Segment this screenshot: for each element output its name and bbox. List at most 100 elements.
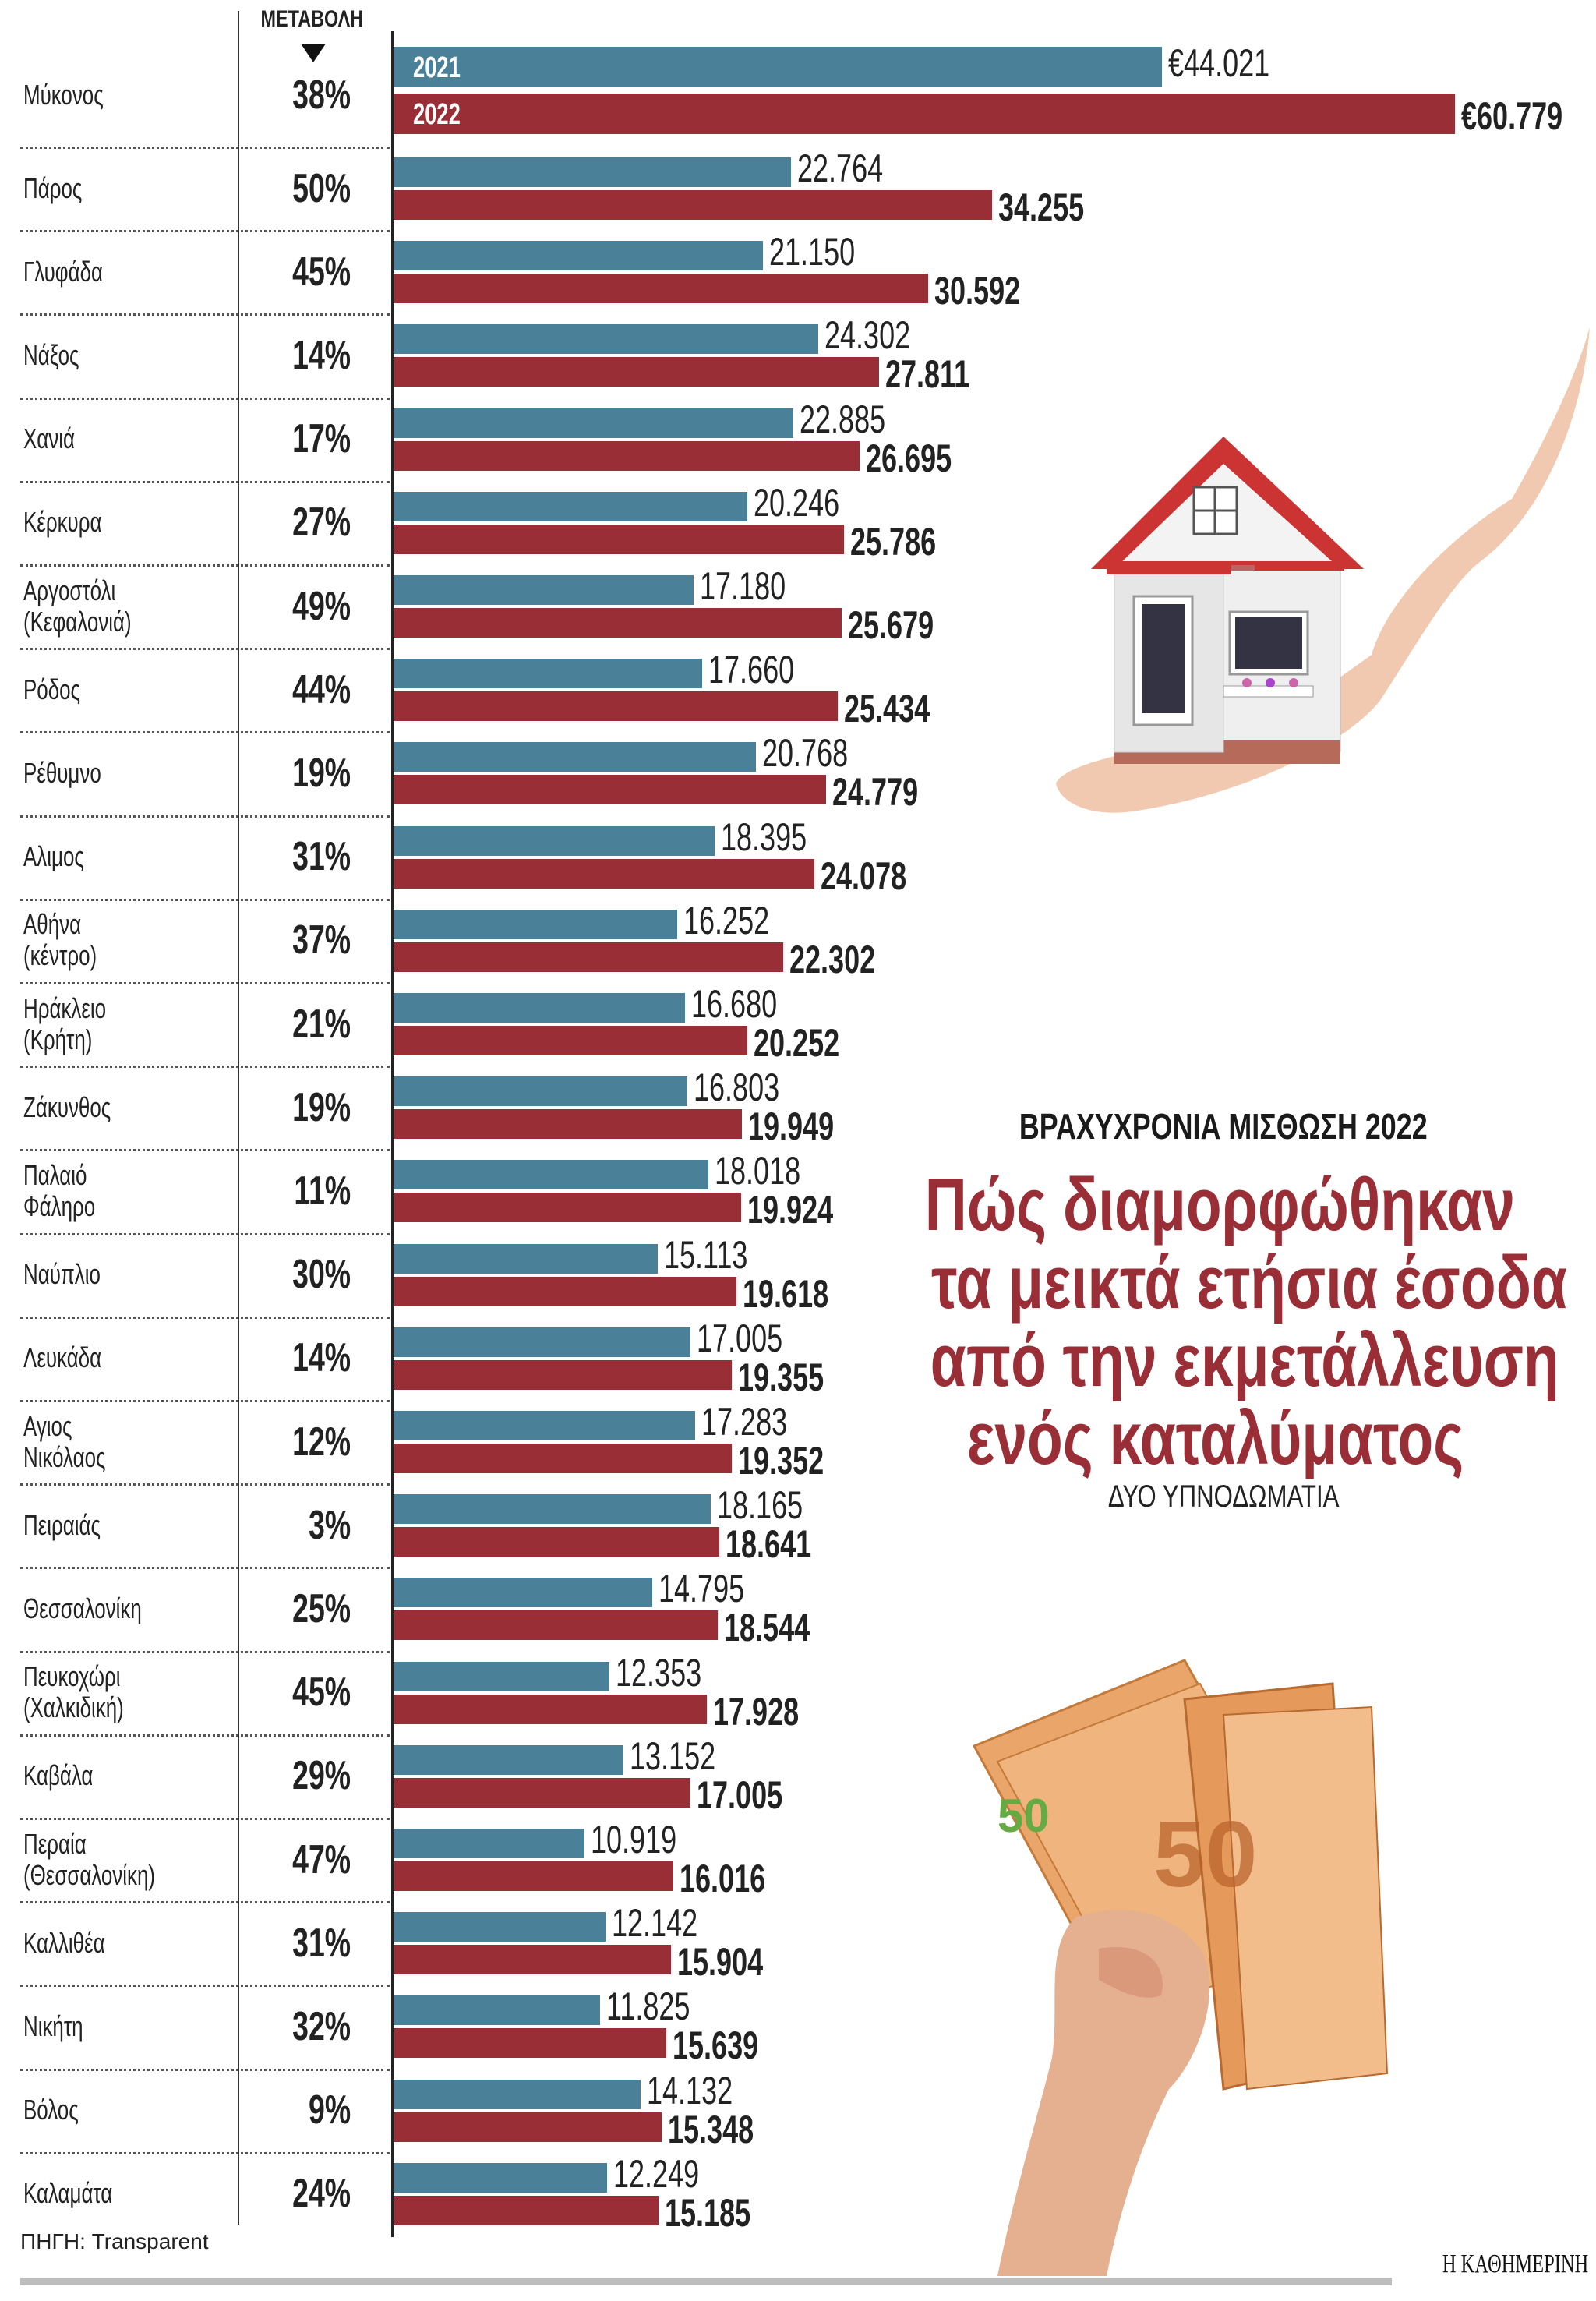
change-percent: 11%	[294, 1168, 351, 1214]
bar-2022	[394, 1026, 747, 1055]
row-separator	[20, 1066, 390, 1069]
city-label: (Κεφαλονιά)	[23, 605, 132, 638]
bar-2021	[394, 1744, 623, 1775]
bar-2022	[394, 1861, 673, 1891]
city-label: Πευκοχώρι	[23, 1660, 121, 1693]
row-separator	[20, 1901, 390, 1904]
value-label-2022: 17.005	[697, 1773, 783, 1817]
change-percent: 25%	[292, 1586, 351, 1631]
row-separator	[20, 397, 390, 400]
value-label-2021: 22.764	[797, 147, 884, 190]
euro-banknotes-illustration: 50 50	[972, 1659, 1389, 2276]
bar-2022	[394, 1610, 718, 1641]
chart-title-line-1: Πώς διαμορφώθηκαν	[924, 1163, 1515, 1246]
value-label-2022: 19.352	[737, 1439, 824, 1483]
value-label-2021: 15.113	[663, 1232, 748, 1277]
change-percent: 19%	[292, 1084, 351, 1130]
bar-2021	[394, 575, 694, 605]
bar-2022	[394, 2028, 667, 2059]
value-label-2022: 26.695	[866, 436, 952, 480]
bar-2021	[394, 2079, 641, 2109]
value-label-2021: 20.246	[753, 480, 839, 525]
bar-2021	[394, 1411, 696, 1440]
value-label-2022: 19.949	[748, 1105, 835, 1149]
bar-2022	[394, 2112, 662, 2142]
row-separator	[20, 731, 390, 734]
bar-2021	[394, 1661, 609, 1691]
bar-2022	[394, 274, 928, 304]
value-label-2021: 20.768	[762, 731, 849, 776]
value-label-2021: €44.021	[1168, 41, 1270, 85]
city-label: Ρόδος	[23, 673, 81, 705]
city-label: Ναύπλιο	[23, 1258, 101, 1291]
bar-2021	[394, 1160, 708, 1190]
city-label: Παλαιό	[23, 1159, 87, 1191]
svg-text:50: 50	[998, 1790, 1050, 1842]
bar-2022	[394, 1444, 732, 1473]
value-label-2021: 17.660	[708, 648, 794, 692]
city-label: Κέρκυρα	[23, 506, 102, 539]
bar-2021	[394, 659, 702, 689]
bar-2021	[394, 1076, 687, 1107]
value-label-2021: 12.142	[612, 1901, 698, 1946]
change-percent: 24%	[292, 2171, 351, 2217]
row-separator	[20, 313, 390, 316]
bar-axis	[391, 31, 394, 2237]
value-label-2021: 18.018	[714, 1149, 800, 1193]
chart-kicker: ΒΡΑΧΥΧΡΟΝΙΑ ΜΙΣΘΩΣΗ 2022	[1019, 1106, 1428, 1147]
value-label-2022: 15.348	[667, 2107, 754, 2151]
city-label: Λευκάδα	[23, 1341, 102, 1374]
change-percent: 19%	[292, 751, 351, 796]
value-label-2021: 16.252	[683, 898, 770, 942]
row-separator	[20, 1985, 390, 1988]
city-label: Πειραιάς	[23, 1508, 101, 1541]
bar-2022	[394, 357, 880, 387]
bar-2021	[394, 2162, 608, 2193]
bar-2021	[394, 1829, 584, 1858]
value-label-2021: 17.005	[697, 1316, 783, 1360]
value-label-2022: 19.924	[747, 1188, 834, 1232]
chart-title-line-2: τα μεικτά ετήσια έσοδα	[931, 1241, 1568, 1324]
value-label-2022: 16.016	[679, 1857, 766, 1900]
value-label-2022: 27.811	[885, 352, 970, 397]
city-label: Βόλος	[23, 2094, 79, 2126]
row-separator	[20, 648, 390, 651]
city-label: Αργοστόλι	[23, 574, 116, 606]
value-label-2022: 20.252	[753, 1021, 839, 1065]
bar-2021	[394, 1578, 652, 1608]
city-label: Νικήτη	[23, 2010, 83, 2042]
change-percent: 3%	[308, 1502, 351, 1548]
change-percent: 31%	[292, 1920, 351, 1966]
row-separator	[20, 1149, 390, 1152]
value-label-2021: 12.353	[615, 1650, 701, 1695]
bar-2022	[394, 1694, 707, 1724]
bar-2022	[394, 1527, 719, 1557]
value-label-2022: 25.679	[848, 603, 934, 647]
bar-2021	[394, 1912, 606, 1942]
legend-2022: 2022	[413, 98, 461, 131]
change-percent: 29%	[292, 1753, 351, 1799]
bar-2022	[394, 775, 827, 805]
change-percent: 21%	[292, 1001, 351, 1047]
bar-2022	[394, 858, 814, 889]
row-separator	[20, 1316, 390, 1319]
city-label: Νικόλαος	[23, 1440, 106, 1473]
value-label-2022: 22.302	[789, 937, 875, 981]
change-percent: 12%	[292, 1419, 351, 1465]
chart-subtitle: ΔΥΟ ΥΠΝΟΔΩΜΑΤΙΑ	[1107, 1479, 1340, 1514]
value-label-2022: 15.639	[673, 2024, 759, 2068]
bar-2021	[394, 1995, 600, 2026]
change-percent: 38%	[292, 72, 351, 118]
bar-2021	[394, 324, 818, 355]
row-separator	[20, 982, 390, 984]
row-separator	[20, 480, 390, 483]
bar-2022	[394, 942, 783, 972]
house-in-hand-illustration	[1056, 327, 1590, 813]
change-percent: 45%	[292, 1670, 351, 1716]
value-label-2022: 34.255	[998, 186, 1084, 229]
city-label: Μύκονος	[23, 79, 104, 111]
bar-2021	[394, 408, 793, 438]
change-percent: 17%	[292, 416, 351, 462]
change-percent: 14%	[292, 333, 351, 378]
value-label-2021: 14.795	[658, 1567, 744, 1611]
